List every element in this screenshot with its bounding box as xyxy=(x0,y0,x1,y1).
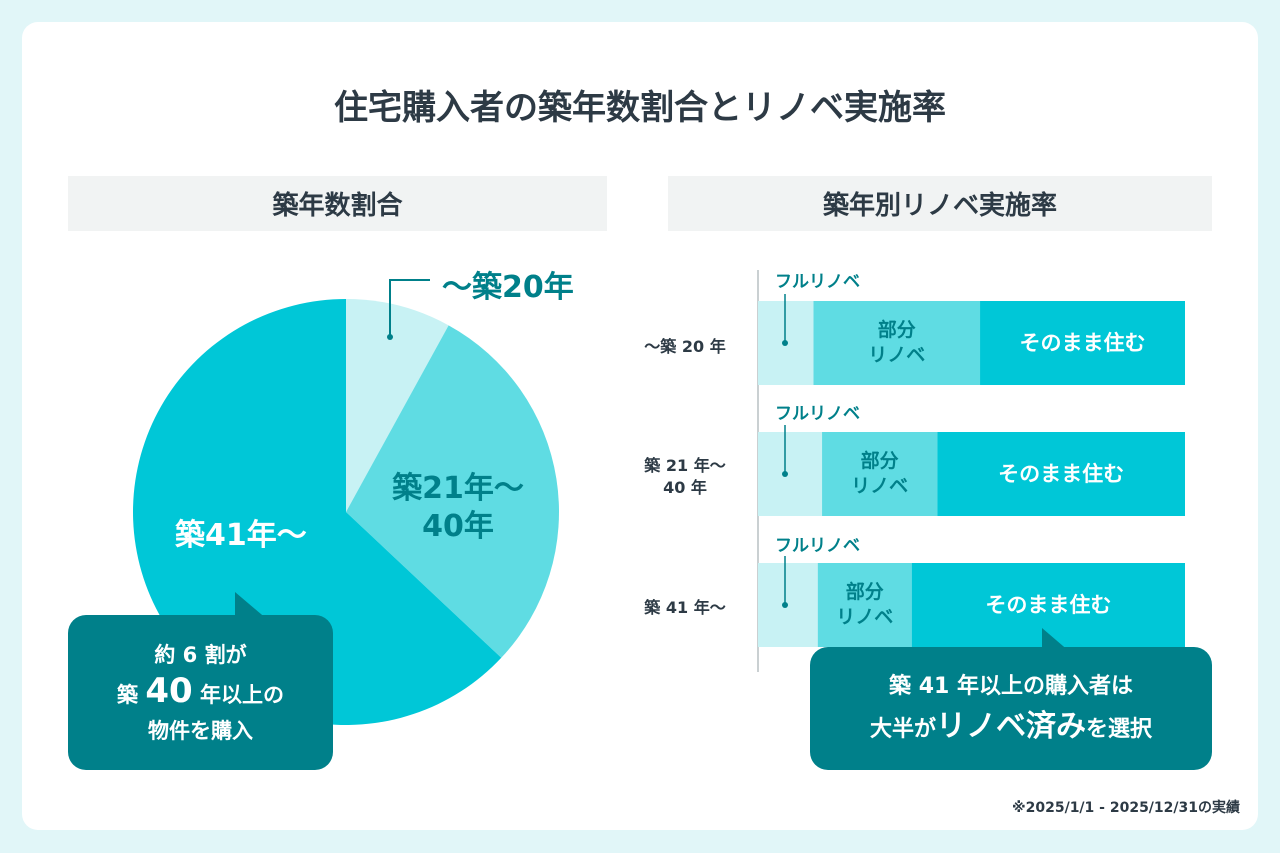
pie-leader-line xyxy=(389,279,430,337)
annotation-line: 築 41 年以上の購入者は xyxy=(889,674,1133,699)
footnote: ※2025/1/1 - 2025/12/31の実績 xyxy=(1012,800,1240,816)
annotation-text: を選択 xyxy=(1086,717,1153,742)
pie-slice xyxy=(346,299,449,512)
annotation-number: 40 xyxy=(145,670,193,711)
pie-section-header: 築年数割合 xyxy=(68,176,607,231)
pie-annotation-bubble: 約 6 割が 築 40 年以上の 物件を購入 xyxy=(68,615,333,770)
segment-label-line: そのまま住む xyxy=(998,461,1125,486)
pie-slice xyxy=(346,325,560,658)
page-title: 住宅購入者の築年数割合とリノベ実施率 xyxy=(334,88,946,128)
bar-segment xyxy=(937,432,1185,516)
annotation-line: 大半がリノベ済みを選択 xyxy=(810,707,1212,750)
bar-segment-label: 部分 リノベ xyxy=(814,301,981,385)
bar-segment xyxy=(911,563,1185,647)
pie-label-1: 築21年～40年 xyxy=(392,471,524,544)
segment-label-line: リノベ xyxy=(836,606,894,628)
bar-segment-label: 部分 リノベ xyxy=(822,432,937,516)
category-line: 築 21 年～ xyxy=(644,456,726,475)
annotation-line: 築 40 年以上の xyxy=(68,673,333,713)
annotation-line: 物件を購入 xyxy=(148,718,253,743)
bar-category-2: 築 41 年～ xyxy=(630,597,740,619)
segment-label-line: 部分 xyxy=(877,319,916,341)
bar-category-1: 築 21 年～ 40 年 xyxy=(630,455,740,499)
segment-label-line: 部分 xyxy=(845,581,884,603)
bar-segment xyxy=(813,301,981,385)
bar-segment xyxy=(822,432,938,516)
bar-section-header: 築年別リノベ実施率 xyxy=(668,176,1212,231)
bar-category-0: ～築 20 年 xyxy=(630,336,740,358)
bar-segment-label: そのまま住む xyxy=(980,301,1185,385)
segment-label-line: リノベ xyxy=(851,475,909,497)
pie-label-2: 築41年～ xyxy=(175,518,307,553)
full-renov-dot xyxy=(782,602,788,608)
category-line: ～築 20 年 xyxy=(644,337,726,356)
segment-label-line: そのまま住む xyxy=(1019,330,1146,355)
pie-leader-dot xyxy=(387,334,393,340)
category-line: 40 年 xyxy=(663,478,707,497)
segment-label-line: そのまま住む xyxy=(985,592,1112,617)
bar-annotation-bubble: 築 41 年以上の購入者は 大半がリノベ済みを選択 xyxy=(810,647,1212,770)
bar-segment xyxy=(758,432,823,516)
bar-segment xyxy=(817,563,912,647)
bar-segment-label: そのまま住む xyxy=(937,432,1185,516)
full-renov-label-2: フルリノベ xyxy=(775,536,860,556)
annotation-line: 約 6 割が xyxy=(154,642,247,667)
full-renov-dot xyxy=(782,340,788,346)
annotation-text: 築 xyxy=(117,682,146,707)
bar-segment xyxy=(980,301,1185,385)
bubble-pointer xyxy=(235,592,268,620)
segment-label-line: 部分 xyxy=(860,450,899,472)
bubble-pointer xyxy=(1042,628,1070,652)
full-renov-dot xyxy=(782,471,788,477)
category-line: 築 41 年～ xyxy=(644,598,726,617)
pie-label-0: ～築20年 xyxy=(442,270,574,305)
annotation-emphasis: リノベ済み xyxy=(936,709,1086,744)
annotation-text: 年以上の xyxy=(192,682,284,707)
full-renov-label-1: フルリノベ xyxy=(775,404,860,424)
bar-segment-label: 部分 リノベ xyxy=(818,563,912,647)
segment-label-line: リノベ xyxy=(868,344,926,366)
full-renov-label-0: フルリノベ xyxy=(775,272,860,292)
bar-segment-label: そのまま住む xyxy=(912,563,1185,647)
annotation-text: 大半が xyxy=(869,717,936,742)
